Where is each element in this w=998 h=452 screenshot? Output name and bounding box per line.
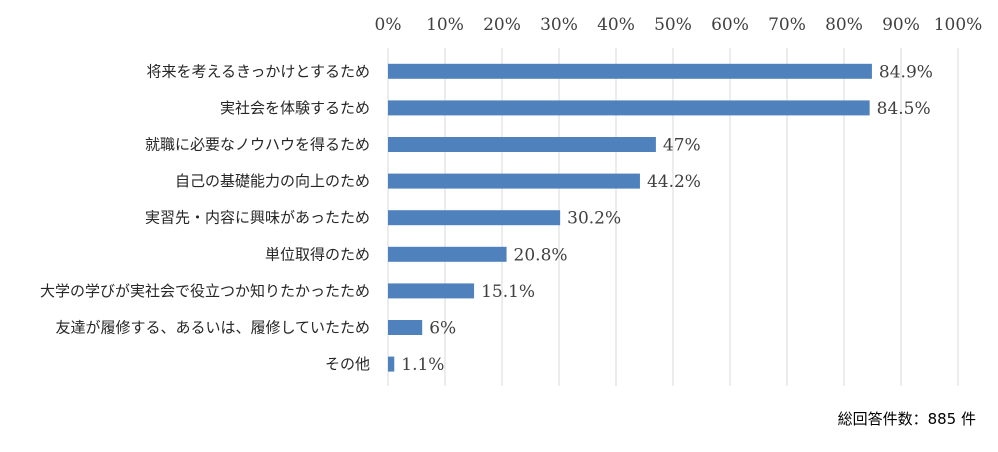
category-labels: 将来を考えるきっかけとするため実社会を体験するため就職に必要なノウハウを得るため… (40, 62, 370, 373)
category-label: その他 (325, 355, 370, 373)
category-label: 大学の学びが実社会で役立つか知りたかったため (40, 282, 370, 300)
category-label: 実社会を体験するため (220, 99, 370, 117)
category-label: 友達が履修する、あるいは、履修していたため (55, 319, 370, 337)
bar (388, 100, 870, 116)
data-label: 44.2% (647, 172, 701, 192)
category-label: 実習先・内容に興味があったため (145, 209, 370, 227)
data-label: 84.5% (877, 99, 931, 119)
bars (388, 63, 872, 372)
bar (388, 246, 507, 262)
bar (388, 356, 395, 372)
total-responses-note: 総回答件数：885 件 (837, 410, 976, 428)
category-label: 自己の基礎能力の向上のため (175, 172, 370, 190)
x-tick-label: 100% (934, 15, 983, 35)
bar (388, 283, 475, 299)
x-tick-label: 50% (654, 15, 692, 35)
data-label: 30.2% (567, 209, 621, 229)
data-label: 20.8% (514, 245, 568, 265)
data-label: 47% (663, 136, 701, 156)
category-label: 就職に必要なノウハウを得るため (145, 136, 370, 154)
data-labels: 84.9% 84.5% 47% 44.2% 30.2% 20.8% 15.1% 6% 1.1% (401, 62, 933, 375)
bar (388, 137, 656, 152)
x-tick-label: 20% (483, 15, 521, 35)
data-label: 6% (429, 319, 456, 339)
x-tick-label: 30% (540, 15, 578, 35)
x-tick-label: 60% (711, 15, 749, 35)
x-tick-label: 80% (825, 15, 863, 35)
x-tick-label: 10% (426, 15, 464, 35)
bar (388, 63, 872, 79)
data-label: 1.1% (401, 355, 444, 375)
x-tick-label: 90% (882, 15, 920, 35)
x-tick-label: 0% (375, 15, 402, 35)
bar (388, 320, 423, 335)
bar (388, 173, 640, 189)
x-axis-ticks: 0% 10% 20% 30% 40% 50% 60% 70% 80% 90% 100% (375, 15, 983, 35)
x-tick-label: 40% (597, 15, 635, 35)
category-label: 将来を考えるきっかけとするため (146, 62, 370, 80)
data-label: 15.1% (481, 282, 535, 302)
x-tick-label: 70% (768, 15, 806, 35)
bar (388, 210, 561, 226)
data-label: 84.9% (879, 62, 933, 82)
category-label: 単位取得のため (265, 245, 370, 263)
